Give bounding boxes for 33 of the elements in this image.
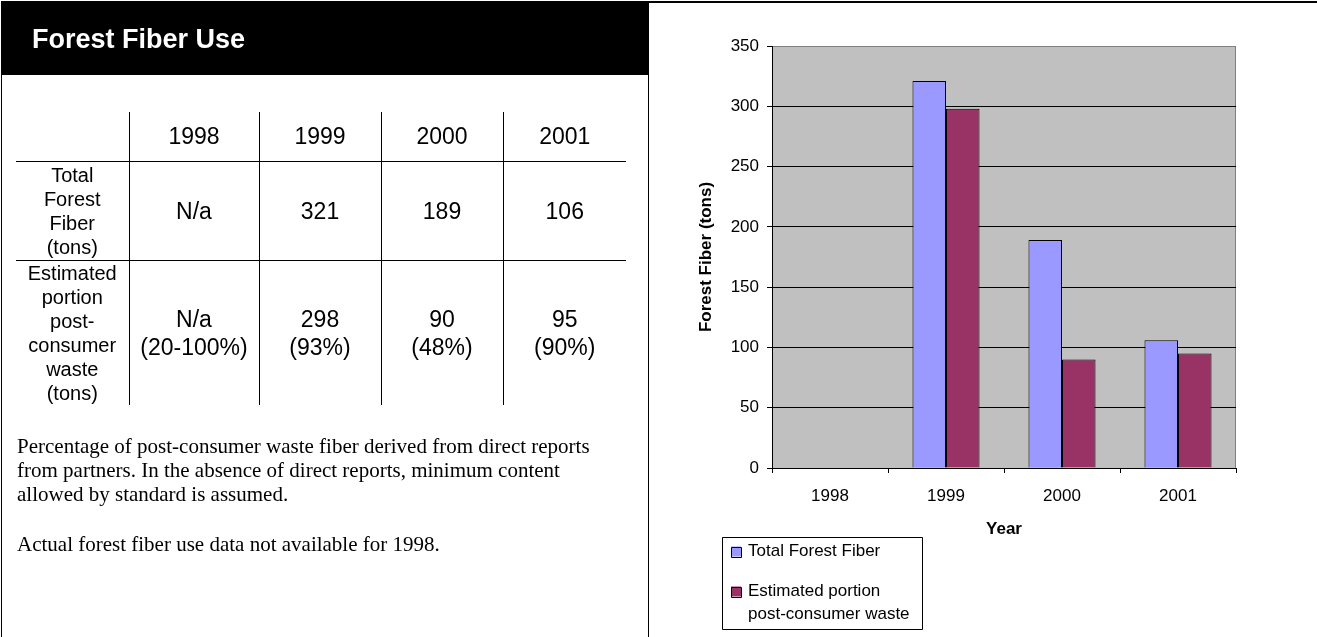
annotation: Percentage of post-consumer waste fiber derived from direct reports from partners. In the absence of direct reports, minimum content allowed by standard is assumed. <box>17 434 591 506</box>
text: 321 <box>300 197 340 224</box>
text: 189 <box>422 197 462 224</box>
y-tick-label: 100 <box>730 337 759 357</box>
x-tick-label: 1999 <box>294 122 346 149</box>
legend-label: Total Forest Fiber <box>748 541 881 561</box>
y-tick-label: Total Forest Fiber (tons) <box>43 163 101 258</box>
x-tick-label: 2001 <box>1159 485 1197 505</box>
y-tick-label: 150 <box>730 276 759 296</box>
y-tick-label: 350 <box>730 35 759 55</box>
legend-label: Estimated portion post-consumer waste <box>748 581 910 624</box>
x-tick-label: 2000 <box>416 122 468 149</box>
text: 90 (48%) <box>411 305 473 360</box>
x-tick-label: 1998 <box>168 122 220 149</box>
x-tick-label: 2001 <box>539 122 591 149</box>
text: N/a <box>176 197 212 224</box>
x-tick-label: 1999 <box>927 485 965 505</box>
y-tick-label: 0 <box>749 457 759 477</box>
text: N/a (20-100%) <box>140 305 248 360</box>
text: 95 (90%) <box>534 305 596 360</box>
y-tick-label: 250 <box>730 156 759 176</box>
y-tick-label: 200 <box>730 216 759 236</box>
text: 298 (93%) <box>289 305 351 360</box>
x-tick-label: 2000 <box>1043 485 1081 505</box>
y-tick-label: 300 <box>730 95 759 115</box>
y-axis-title: Forest Fiber (tons) <box>695 181 715 333</box>
y-tick-label: 50 <box>740 397 759 417</box>
x-tick-label: 1998 <box>811 485 849 505</box>
text: Actual forest fiber use data not available for 1998. <box>17 532 441 556</box>
y-tick-label: Estimated portion post-consumer waste (tons) <box>27 261 117 404</box>
chart-title: Forest Fiber Use <box>32 23 246 55</box>
x-axis-title: Year <box>986 519 1023 539</box>
text: 106 <box>545 197 584 224</box>
